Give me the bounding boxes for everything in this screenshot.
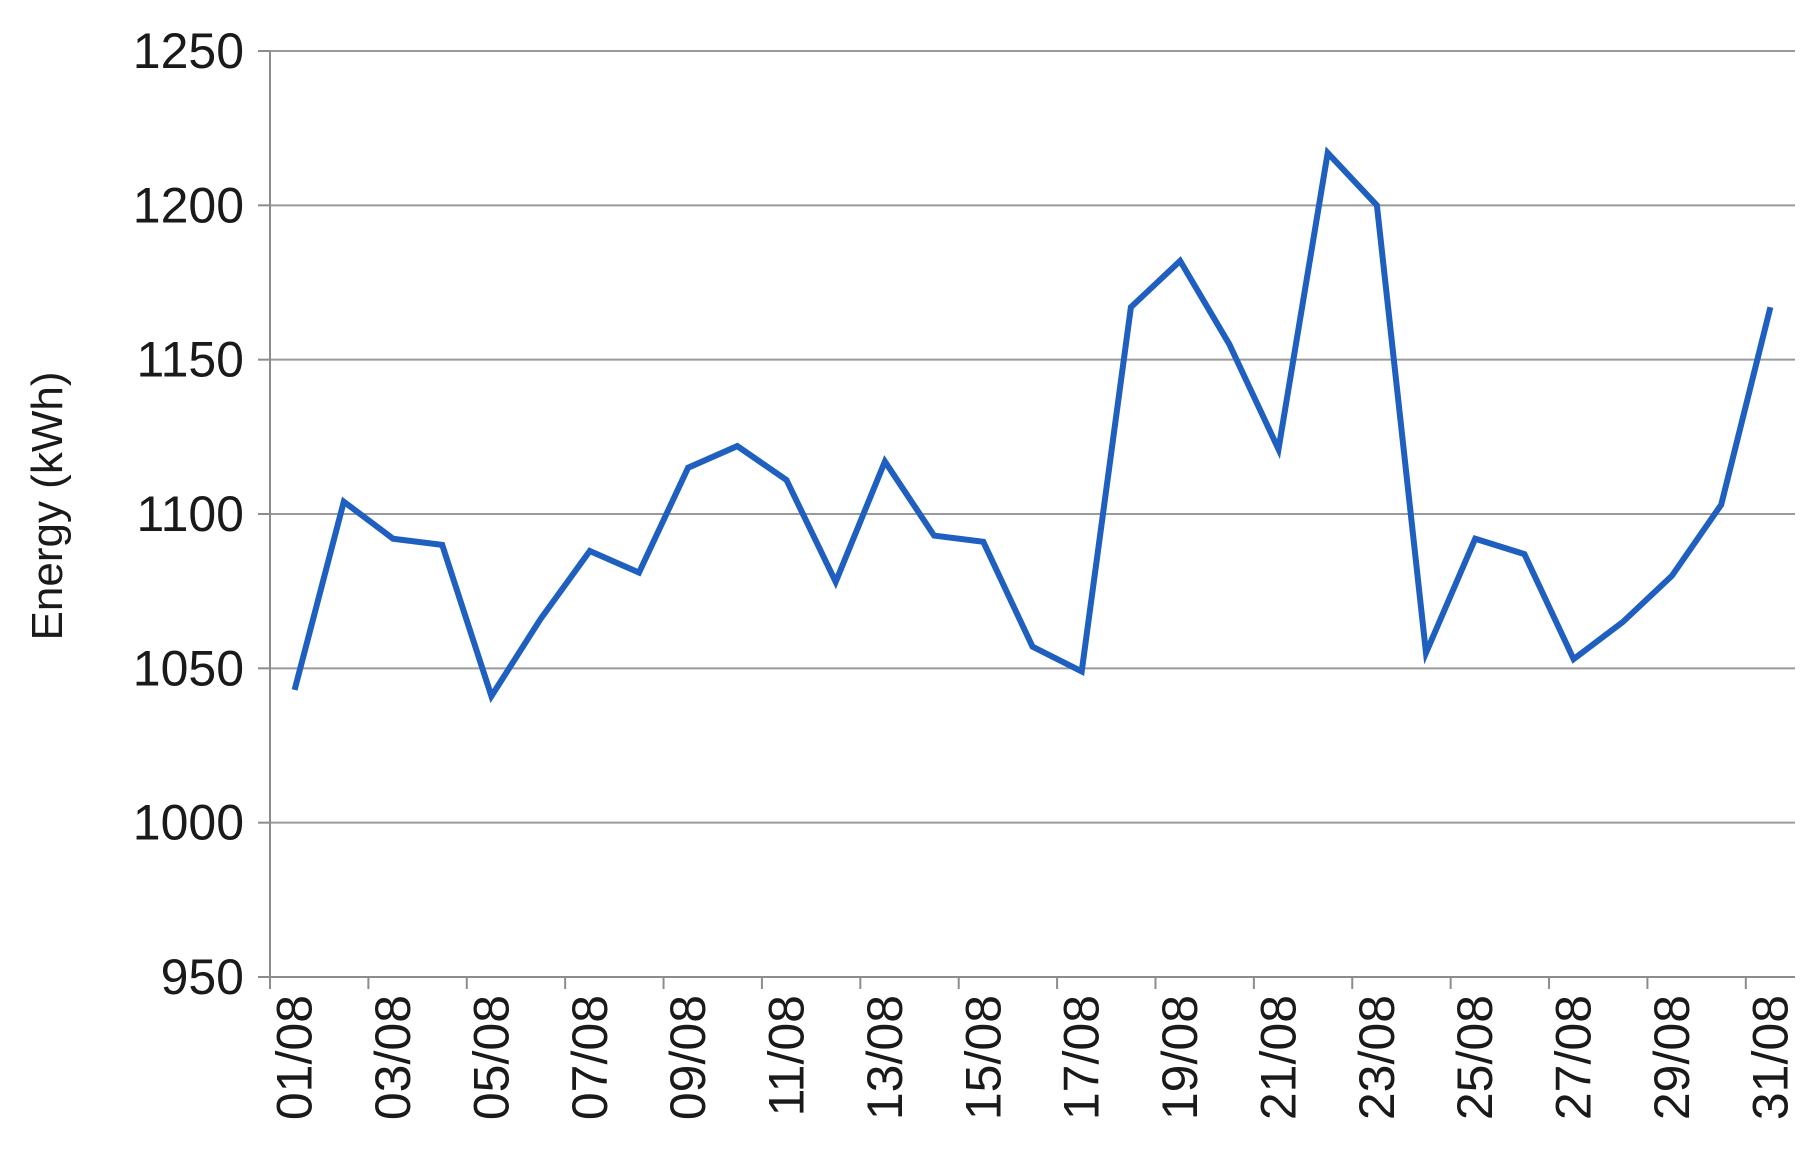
x-tick-label: 09/08 — [660, 995, 716, 1120]
gridlines — [270, 50, 1795, 824]
x-tick-label: 17/08 — [1054, 995, 1110, 1120]
y-tick-label: 950 — [161, 949, 244, 1005]
x-tick-label: 25/08 — [1447, 995, 1503, 1120]
y-tick-labels: 950 1000 1050 1100 1150 1200 1250 — [133, 23, 244, 1005]
x-tick-label: 15/08 — [955, 995, 1011, 1120]
x-tick-label: 23/08 — [1349, 995, 1405, 1120]
x-tick-labels: 01/08 03/08 05/08 07/08 09/08 11/08 13/08 15/08… — [267, 995, 1799, 1120]
y-tick-label: 1150 — [136, 332, 244, 388]
x-tick-label: 31/08 — [1742, 995, 1798, 1120]
y-tick-label: 1100 — [136, 486, 244, 542]
x-tick-label: 19/08 — [1152, 995, 1208, 1120]
x-tick-label: 27/08 — [1546, 995, 1602, 1120]
y-tick-label: 1200 — [133, 177, 244, 233]
x-tick-label: 21/08 — [1250, 995, 1306, 1120]
x-tick-label: 03/08 — [365, 995, 421, 1120]
axes — [258, 50, 1795, 989]
x-tick-label: 07/08 — [562, 995, 618, 1120]
y-tick-label: 1000 — [133, 795, 244, 851]
x-tick-label: 13/08 — [857, 995, 913, 1120]
series-line — [291, 146, 1774, 704]
x-tick-label: 29/08 — [1644, 995, 1700, 1120]
x-tick-label: 11/08 — [759, 995, 815, 1116]
y-tick-label: 1250 — [133, 23, 244, 79]
y-tick-label: 1050 — [133, 640, 244, 696]
x-tick-label: 05/08 — [463, 995, 519, 1120]
y-axis-label: Energy (kWh) — [23, 372, 72, 641]
x-tick-label: 01/08 — [267, 995, 323, 1120]
series-group — [291, 146, 1774, 704]
